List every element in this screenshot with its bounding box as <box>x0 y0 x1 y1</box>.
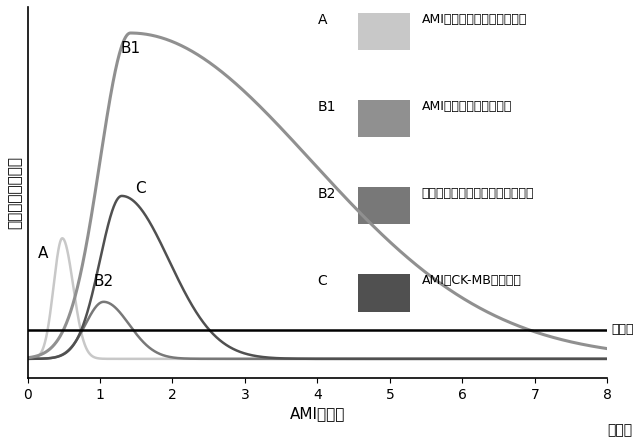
FancyBboxPatch shape <box>358 12 410 50</box>
Text: B2: B2 <box>93 274 114 289</box>
Text: C: C <box>317 275 327 288</box>
Text: 不稳定性心给痛肌钙蛋白释放入血: 不稳定性心给痛肌钙蛋白释放入血 <box>422 187 534 200</box>
Text: （天）: （天） <box>607 423 632 437</box>
X-axis label: AMI后天数: AMI后天数 <box>290 406 345 421</box>
Text: AMI后CK-MB指标变化: AMI后CK-MB指标变化 <box>422 275 522 287</box>
Text: A: A <box>38 246 49 261</box>
Text: B2: B2 <box>317 187 336 201</box>
Text: A: A <box>317 12 327 26</box>
Text: AMI后肌钙蛋白释放入血: AMI后肌钙蛋白释放入血 <box>422 100 512 113</box>
Text: AMI后肌红蛋白早期释放入血: AMI后肌红蛋白早期释放入血 <box>422 12 527 26</box>
FancyBboxPatch shape <box>358 100 410 137</box>
Text: B1: B1 <box>317 100 336 114</box>
FancyBboxPatch shape <box>358 187 410 224</box>
Y-axis label: 血生物标志物变化: 血生物标志物变化 <box>7 156 22 229</box>
Text: 临界値: 临界値 <box>611 323 634 336</box>
Text: B1: B1 <box>120 41 141 56</box>
Text: C: C <box>135 181 145 196</box>
FancyBboxPatch shape <box>358 275 410 312</box>
